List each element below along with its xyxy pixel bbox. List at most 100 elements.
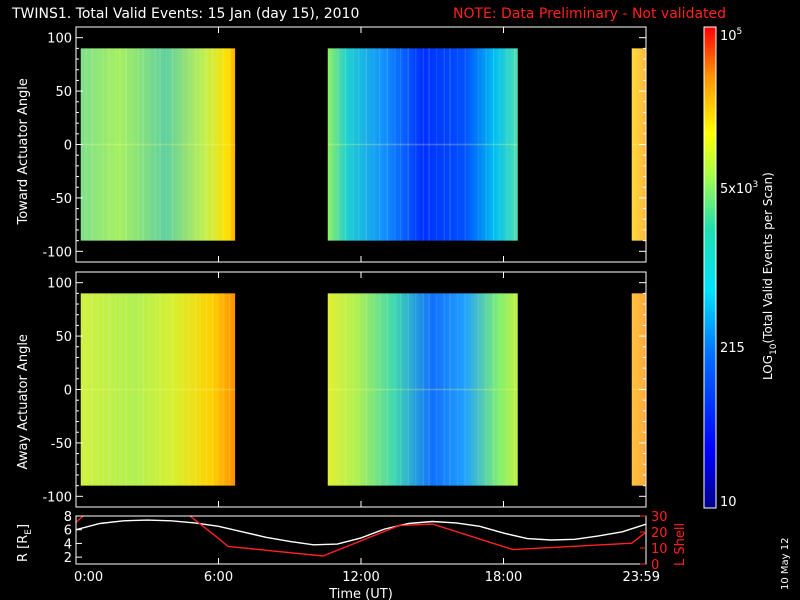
heatmap-streak: [633, 48, 635, 241]
zero-angle-line: [631, 143, 646, 146]
heatmap-streak: [142, 293, 144, 486]
preliminary-note: NOTE: Data Preliminary - Not validated: [453, 6, 727, 22]
heatmap-streak: [637, 293, 639, 486]
heatmap-streak: [443, 293, 445, 486]
y-tick-label-left: 2: [64, 551, 72, 566]
heatmap-streak: [636, 48, 638, 241]
heatmap-streak: [634, 293, 636, 486]
heatmap-streak: [222, 48, 224, 241]
y-tick-label-left: 8: [64, 510, 72, 525]
heatmap-streak: [148, 293, 150, 486]
heatmap-streak: [631, 293, 633, 486]
y-tick-label-left: 6: [64, 524, 72, 539]
x-tick-label: 23:59: [623, 570, 660, 585]
heatmap-streak: [199, 293, 201, 486]
colorbar-frame: [703, 26, 717, 509]
heatmap-streak: [97, 293, 99, 486]
colorbar-label: LOG10(Total Valid Events per Scan): [761, 172, 779, 380]
date-stamp: 10 May 12: [780, 538, 791, 590]
heatmap-streak: [635, 48, 637, 241]
heatmap-streak: [131, 48, 133, 241]
heatmap-streak: [102, 48, 104, 241]
heatmap-streak: [119, 48, 121, 241]
y-tick-label-right: 0: [651, 558, 659, 573]
y-tick-label: 50: [55, 330, 72, 345]
colorbar-tick-bottom: 10: [720, 495, 737, 510]
heatmap-streak: [638, 293, 640, 486]
heatmap-block: [631, 293, 646, 486]
heatmap-streak: [394, 48, 396, 241]
heatmap-streak: [188, 293, 191, 486]
heatmap-streak: [131, 293, 133, 486]
heatmap-streak: [493, 293, 495, 486]
heatmap-streak: [373, 48, 375, 241]
heatmap-streak: [637, 48, 639, 241]
colorbar-tick-215: 215: [720, 341, 745, 356]
heatmap-streak: [386, 293, 388, 486]
heatmap-streak: [513, 48, 516, 241]
heatmap-streak: [182, 293, 184, 486]
heatmap-streak: [379, 293, 381, 486]
toward-heatmap-panel: 100 50 0 -50 -100 Toward Actuator Angle: [16, 26, 647, 263]
heatmap-streak: [344, 293, 347, 486]
zero-angle-line: [80, 143, 236, 146]
away-heatmap-panel: 100 50 0 -50 -100 Away Actuator Angle: [16, 271, 647, 508]
heatmap-streak: [464, 48, 466, 241]
heatmap-streak: [165, 48, 167, 241]
heatmap-streak: [358, 48, 360, 241]
heatmap-streak: [358, 293, 360, 486]
heatmap-streak: [352, 293, 354, 486]
heatmap-streak: [222, 293, 224, 486]
heatmap-streak: [171, 48, 174, 241]
y-tick-label-right: 10: [651, 542, 668, 557]
y-tick-label: 50: [55, 85, 72, 100]
heatmap-streak: [637, 293, 639, 486]
heatmap-streak: [635, 293, 637, 486]
heatmap-block: [631, 48, 646, 241]
chart-title: TWINS1. Total Valid Events: 15 Jan (day …: [12, 6, 360, 22]
zero-angle-line: [80, 388, 236, 391]
heatmap-streak: [498, 48, 500, 241]
heatmap-streak: [211, 293, 214, 486]
heatmap-streak: [329, 293, 331, 486]
heatmap-block: [327, 48, 518, 241]
heatmap-streak: [485, 293, 487, 486]
y-tick-label-right: 30: [651, 510, 668, 525]
heatmap-streak: [394, 293, 396, 486]
heatmap-streak: [634, 293, 637, 486]
heatmap-streak: [91, 48, 93, 241]
heatmap-streak: [125, 293, 127, 486]
heatmap-streak: [337, 48, 339, 241]
y-tick-label: 100: [47, 277, 72, 292]
heatmap-streak: [216, 293, 218, 486]
heatmap-streak: [114, 293, 116, 486]
heatmap-streak: [365, 293, 367, 486]
heatmap-streak: [171, 293, 174, 486]
heatmap-block: [80, 48, 236, 241]
x-axis-label: Time (UT): [328, 587, 393, 600]
heatmap-streak: [477, 48, 480, 241]
heatmap-streak: [205, 48, 207, 241]
heatmap-streak: [407, 293, 409, 486]
heatmap-streak: [211, 48, 214, 241]
y-axis-label-right: L Shell: [673, 523, 688, 566]
heatmap-streak: [337, 293, 339, 486]
heatmap-streak: [344, 48, 347, 241]
heatmap-streak: [399, 293, 402, 486]
heatmap-streak: [108, 293, 110, 486]
heatmap-streak: [632, 48, 634, 241]
heatmap-streak: [638, 48, 640, 241]
heatmap-streak: [97, 48, 99, 241]
y-tick-label-right: 20: [651, 526, 668, 541]
heatmap-streak: [456, 293, 459, 486]
heatmap-streak: [498, 293, 500, 486]
x-tick-label: 18:00: [485, 570, 522, 585]
y-axis-label: Away Actuator Angle: [16, 334, 31, 469]
heatmap-streak: [148, 48, 150, 241]
heatmap-block: [80, 293, 236, 486]
heatmap-streak: [422, 293, 424, 486]
y-tick-label: -50: [51, 192, 72, 207]
heatmap-streak: [119, 293, 121, 486]
heatmap-streak: [506, 293, 508, 486]
